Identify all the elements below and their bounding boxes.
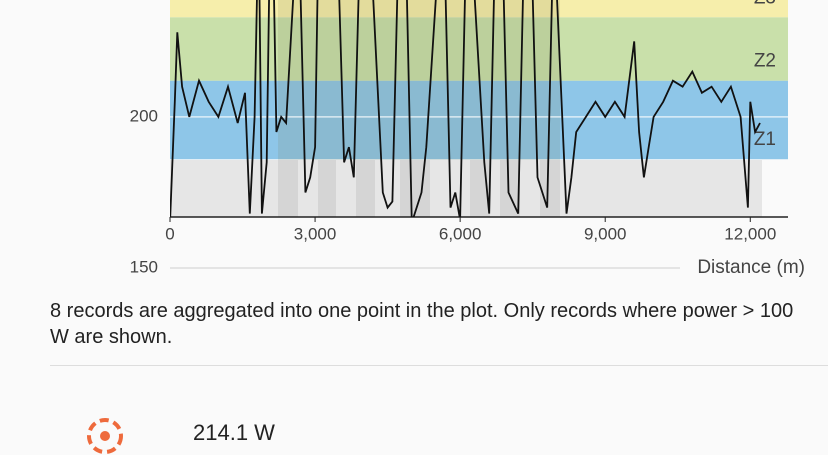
power-icon	[87, 418, 123, 454]
y-tick-label: 150	[130, 257, 158, 276]
x-tick-label: 3,000	[294, 224, 337, 243]
zone-band	[170, 80, 788, 160]
y-tick-label: 200	[130, 106, 158, 125]
chart: Distance (m) Z1 Z2 Z3 150 200 0 3,000 6,000 9,00…	[130, 0, 805, 278]
summary-value: 214.1 W	[193, 420, 275, 445]
x-tick-label: 0	[165, 224, 174, 243]
zone-bands	[170, 0, 788, 160]
x-axis-label: Distance (m)	[697, 257, 805, 278]
selection-overlay	[278, 0, 560, 160]
x-tick-label: 12,000	[724, 224, 776, 243]
zone-band	[170, 0, 788, 18]
x-tick-label: 9,000	[584, 224, 627, 243]
power-line	[170, 0, 761, 217]
zone-label: Z2	[754, 51, 776, 72]
note: 8 records are aggregated into one point …	[50, 300, 794, 348]
x-tick-label: 6,000	[439, 224, 482, 243]
divider	[50, 365, 828, 366]
gray-band	[170, 160, 762, 217]
zone-label: Z1	[754, 129, 776, 150]
zone-label: Z3	[754, 0, 776, 8]
